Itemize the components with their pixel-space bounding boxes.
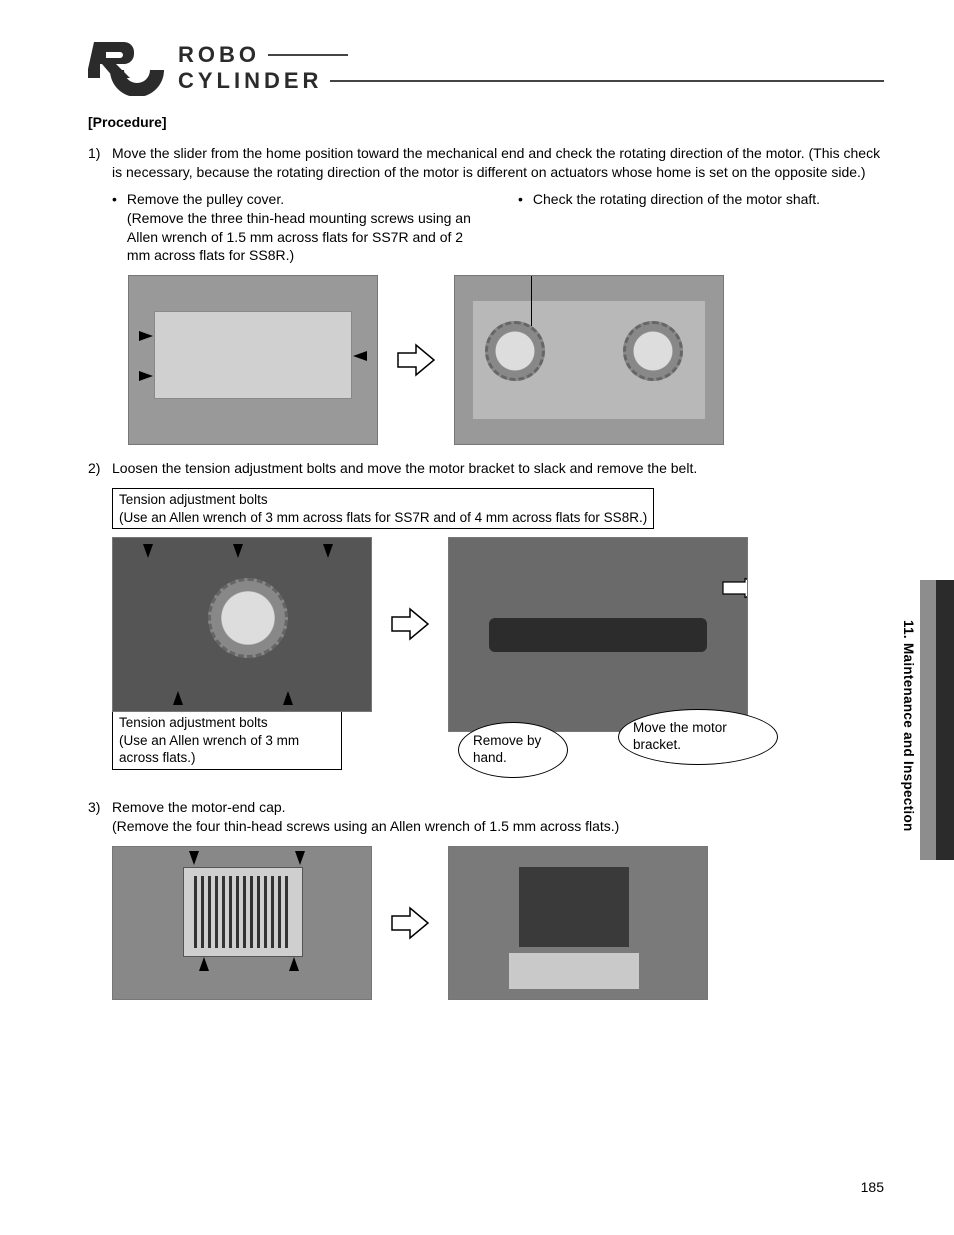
header-logo-row: ROBO CYLINDER	[88, 40, 884, 96]
step-3: 3) Remove the motor-end cap. (Remove the…	[88, 798, 884, 836]
step-1-figures	[128, 275, 884, 445]
photo-motor-end-cap	[112, 846, 372, 1000]
photo-motor-end-removed	[448, 846, 708, 1000]
brand-line1: ROBO	[178, 42, 260, 68]
step-1-bullet-left: Remove the pulley cover. (Remove the thr…	[127, 190, 478, 266]
step-2-number: 2)	[88, 459, 112, 478]
step-2-top-callout: Tension adjustment bolts (Use an Allen w…	[112, 488, 654, 529]
step-2-left-callout: Tension adjustment bolts (Use an Allen w…	[112, 712, 342, 770]
step-1-text: Move the slider from the home position t…	[112, 144, 884, 182]
page-number: 185	[861, 1179, 884, 1195]
bubble-move-motor-bracket: Move the motor bracket.	[618, 709, 778, 765]
step-1-number: 1)	[88, 144, 112, 182]
brand-line2: CYLINDER	[178, 68, 322, 94]
bullet-icon: •	[518, 190, 523, 209]
step-2-text: Loosen the tension adjustment bolts and …	[112, 459, 884, 478]
step-1-bullets: • Remove the pulley cover. (Remove the t…	[112, 190, 884, 266]
step-1: 1) Move the slider from the home positio…	[88, 144, 884, 182]
step-2-figures: Tension adjustment bolts (Use an Allen w…	[112, 537, 884, 770]
step-3-text: Remove the motor-end cap. (Remove the fo…	[112, 798, 884, 836]
step-2: 2) Loosen the tension adjustment bolts a…	[88, 459, 884, 478]
photo-motor-shaft-direction	[454, 275, 724, 445]
bubble-remove-by-hand: Remove by hand.	[458, 722, 568, 778]
procedure-heading: [Procedure]	[88, 114, 884, 130]
arrow-right-icon	[390, 607, 430, 641]
arrow-right-icon	[721, 578, 748, 598]
rc-logo-icon	[88, 40, 170, 96]
arrow-right-icon	[390, 906, 430, 940]
header-short-rule	[268, 54, 348, 56]
header-long-rule	[330, 80, 884, 82]
step-1-bullet-right: Check the rotating direction of the moto…	[533, 190, 820, 209]
step-3-number: 3)	[88, 798, 112, 836]
chapter-sidebar-text: 11. Maintenance and Inspection	[901, 620, 916, 832]
bullet-icon: •	[112, 190, 117, 209]
chapter-side-tab	[920, 580, 954, 860]
photo-pulley-cover	[128, 275, 378, 445]
arrow-right-icon	[396, 343, 436, 377]
photo-remove-belt	[448, 537, 748, 732]
step-3-figures	[112, 846, 884, 1000]
photo-tension-bolts	[112, 537, 372, 712]
